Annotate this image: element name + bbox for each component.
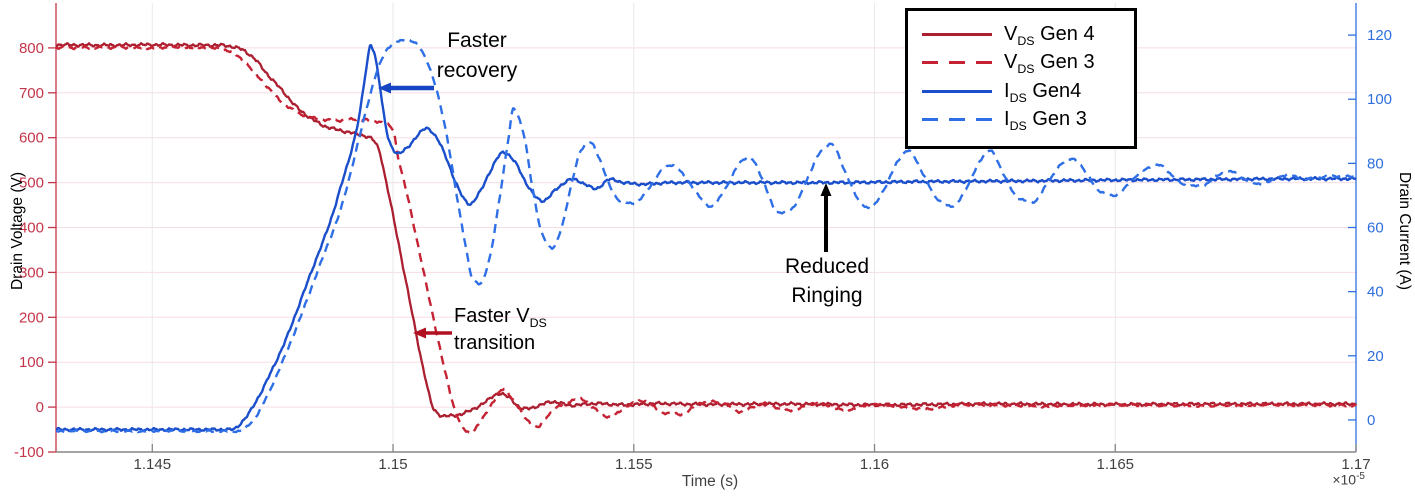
- legend-label-rest: Gen 3: [1034, 51, 1095, 74]
- x-tick-label: 1.16: [860, 456, 889, 473]
- y-right-tick-label: 0: [1367, 412, 1375, 429]
- y-left-tick-label: 800: [19, 40, 44, 57]
- annotation-subscript: DS: [529, 316, 547, 330]
- legend-label: IDS Gen4: [1004, 79, 1082, 105]
- y-left-tick-label: -100: [14, 444, 44, 461]
- legend-item-vds-gen3: VDS Gen 3: [922, 49, 1134, 78]
- series-v-ds-gen-3: [55, 44, 1357, 435]
- y-left-tick-label: 600: [19, 130, 44, 147]
- legend: VDS Gen 4 VDS Gen 3 IDS Gen4 IDS Gen 3: [905, 8, 1137, 149]
- legend-line-sample: [922, 89, 992, 93]
- annotation-text: recovery: [436, 59, 518, 82]
- x-tick-label: 1.15: [378, 456, 407, 473]
- legend-item-ids-gen3: IDS Gen 3: [922, 106, 1134, 135]
- x-tick-label: 1.155: [615, 456, 653, 473]
- annotation-faster-vds-transition: Faster VDS transition: [454, 303, 547, 357]
- y-left-tick-label: 100: [19, 354, 44, 371]
- legend-label-subscript: DS: [1017, 62, 1035, 77]
- legend-item-ids-gen4: IDS Gen4: [922, 77, 1134, 106]
- annotation-text: Faster: [447, 29, 507, 52]
- x-tick-label: 1.145: [134, 456, 172, 473]
- legend-label: VDS Gen 4: [1004, 22, 1095, 48]
- annotation-reduced-ringing: Reduced Ringing: [785, 252, 869, 310]
- legend-label-subscript: DS: [1017, 33, 1035, 48]
- legend-label-rest: Gen 3: [1026, 108, 1087, 131]
- legend-label-subscript: DS: [1009, 90, 1027, 105]
- x-axis-title: Time (s): [681, 473, 739, 490]
- y-left-tick-label: 500: [19, 175, 44, 192]
- y-right-tick-label: 60: [1367, 220, 1384, 237]
- y-right-tick-label: 120: [1367, 27, 1392, 44]
- legend-label-rest: Gen4: [1026, 79, 1082, 102]
- multiplier-base: ×10: [1332, 471, 1357, 488]
- y-right-tick-label: 80: [1367, 155, 1384, 172]
- legend-label-symbol: V: [1004, 51, 1018, 74]
- y-right-tick-label: 100: [1367, 91, 1392, 108]
- y-right-axis-title: Drain Current (A): [1396, 172, 1413, 290]
- annotation-text: Reduced: [784, 255, 870, 278]
- x-tick-label: 1.17: [1341, 456, 1370, 473]
- legend-label-subscript: DS: [1009, 119, 1027, 134]
- series-i-ds-gen4: [55, 44, 1357, 433]
- legend-label: IDS Gen 3: [1004, 108, 1087, 134]
- annotation-text: transition: [454, 332, 536, 354]
- legend-line-sample: [922, 32, 992, 36]
- y-right-tick-label: 20: [1367, 348, 1384, 365]
- series-i-ds-gen-3: [55, 38, 1357, 434]
- legend-label-symbol: I: [1004, 79, 1010, 102]
- y-left-tick-label: 300: [19, 264, 44, 281]
- y-left-axis-title: Drain Voltage (V): [9, 171, 26, 291]
- faster-recovery-arrow-head: [378, 82, 391, 94]
- annotation-text: Faster VDS: [454, 303, 547, 330]
- legend-line-sample: [922, 118, 992, 122]
- y-left-tick-label: 0: [36, 399, 44, 416]
- multiplier-exponent: -5: [1356, 471, 1365, 482]
- legend-line-sample: [922, 61, 992, 65]
- y-left-tick-label: 200: [19, 309, 44, 326]
- annotation-faster-recovery: Faster recovery: [437, 26, 518, 86]
- legend-label: VDS Gen 3: [1004, 51, 1095, 77]
- reduced-ringing-arrow-head: [820, 183, 832, 196]
- legend-label-symbol: I: [1004, 108, 1010, 131]
- annotation-text: Ringing: [791, 284, 863, 307]
- legend-item-vds-gen4: VDS Gen 4: [922, 20, 1134, 49]
- x-axis-multiplier: ×10-5: [1305, 471, 1365, 488]
- x-tick-label: 1.165: [1096, 456, 1134, 473]
- annotation-text: Faster V: [454, 305, 530, 327]
- legend-label-rest: Gen 4: [1034, 22, 1095, 45]
- y-left-tick-label: 700: [19, 85, 44, 102]
- legend-label-symbol: V: [1004, 22, 1018, 45]
- series-v-ds-gen-4: [55, 41, 1357, 419]
- y-right-tick-label: 40: [1367, 284, 1384, 301]
- y-left-tick-label: 400: [19, 220, 44, 237]
- faster-vds-arrow-head: [413, 327, 426, 339]
